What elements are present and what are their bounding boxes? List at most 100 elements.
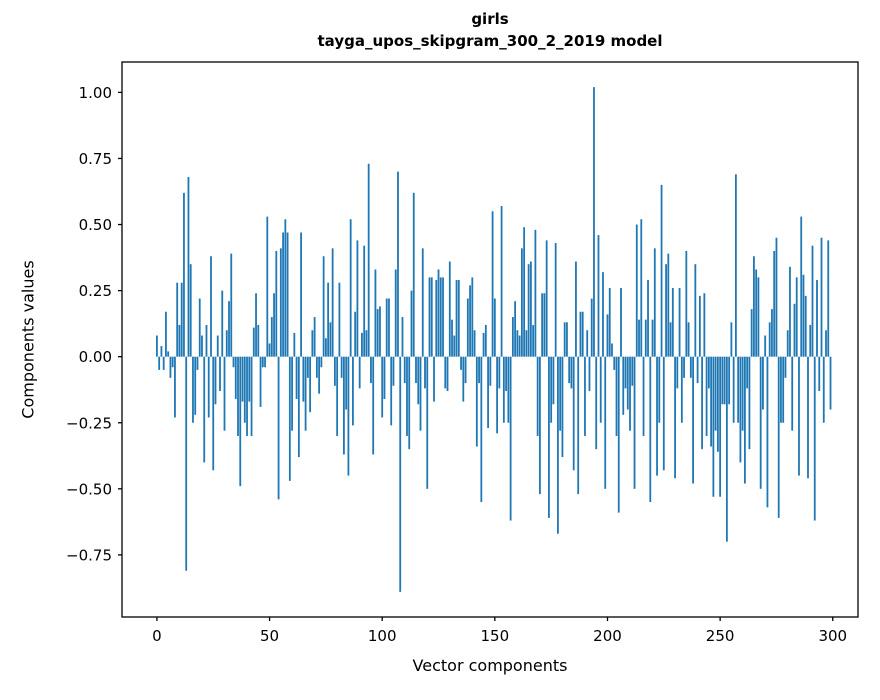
bar bbox=[525, 330, 528, 357]
bar bbox=[363, 245, 366, 357]
bar bbox=[635, 224, 638, 357]
bar bbox=[243, 356, 246, 423]
bar bbox=[818, 356, 821, 392]
bar bbox=[647, 280, 649, 357]
bar bbox=[421, 248, 424, 357]
bar bbox=[309, 356, 312, 413]
bar bbox=[685, 250, 688, 357]
bar bbox=[430, 277, 433, 357]
bar bbox=[257, 324, 260, 357]
bar bbox=[403, 356, 406, 384]
bar bbox=[279, 248, 282, 357]
bar bbox=[424, 356, 426, 389]
bar bbox=[748, 356, 751, 450]
bar bbox=[529, 261, 532, 357]
bar bbox=[437, 269, 440, 357]
bar bbox=[230, 253, 233, 357]
bar bbox=[744, 356, 746, 484]
bar bbox=[284, 219, 287, 357]
bar bbox=[768, 322, 771, 357]
bar bbox=[782, 356, 785, 423]
bar bbox=[554, 243, 557, 357]
bar bbox=[252, 327, 255, 357]
bar bbox=[658, 356, 661, 423]
bar bbox=[640, 219, 643, 357]
bar bbox=[669, 322, 672, 357]
y-axis-label: Components values bbox=[18, 260, 38, 419]
y-tick-label: 0.50 bbox=[79, 216, 112, 234]
bar bbox=[822, 356, 825, 423]
bar bbox=[662, 356, 665, 471]
bar bbox=[234, 356, 237, 399]
bar bbox=[795, 277, 798, 357]
y-tick-label: 1.00 bbox=[79, 84, 112, 102]
bar bbox=[435, 280, 438, 357]
bar bbox=[712, 356, 715, 497]
bar bbox=[214, 356, 217, 405]
bar bbox=[789, 266, 791, 357]
bar bbox=[696, 356, 699, 384]
bar bbox=[550, 356, 553, 423]
bar bbox=[613, 356, 616, 370]
bar bbox=[304, 356, 307, 431]
bar bbox=[680, 356, 683, 423]
bar bbox=[268, 343, 271, 357]
bar bbox=[261, 356, 264, 368]
bar bbox=[313, 317, 316, 357]
bar bbox=[649, 356, 652, 503]
bar bbox=[473, 330, 476, 357]
bar bbox=[784, 356, 787, 378]
bar bbox=[527, 264, 530, 357]
bar bbox=[804, 295, 807, 357]
bar bbox=[759, 356, 762, 489]
bar bbox=[349, 219, 352, 357]
bar bbox=[541, 293, 544, 357]
bar bbox=[568, 356, 571, 384]
bar bbox=[183, 192, 185, 357]
bar bbox=[210, 256, 212, 357]
bar bbox=[665, 264, 667, 357]
bar bbox=[367, 163, 370, 357]
bar bbox=[626, 356, 629, 410]
bar bbox=[212, 356, 215, 471]
bar bbox=[597, 235, 600, 357]
bar bbox=[390, 356, 393, 426]
bar bbox=[728, 356, 731, 405]
bar bbox=[406, 356, 408, 436]
bar bbox=[324, 338, 327, 357]
bar bbox=[566, 322, 568, 357]
bar bbox=[809, 324, 812, 357]
bar bbox=[536, 356, 539, 436]
bar bbox=[644, 319, 647, 357]
bar bbox=[338, 282, 341, 357]
x-tick-label: 250 bbox=[706, 627, 735, 645]
bar bbox=[716, 356, 719, 452]
bar bbox=[811, 245, 814, 357]
bar bbox=[448, 261, 451, 357]
y-axis-ticks: 1.00 0.75 0.50 0.25 0.00 −0.25 −0.50 −0.75 bbox=[66, 84, 122, 564]
bar bbox=[590, 298, 593, 357]
bar bbox=[802, 274, 805, 357]
bar bbox=[239, 356, 242, 487]
bar bbox=[502, 356, 505, 423]
bar bbox=[203, 356, 206, 463]
bar bbox=[615, 356, 618, 436]
bar bbox=[629, 356, 631, 431]
chart-title: girls bbox=[471, 10, 509, 28]
bar bbox=[732, 356, 735, 423]
bar bbox=[381, 356, 384, 418]
bar bbox=[689, 356, 692, 378]
bar bbox=[192, 356, 194, 423]
bar bbox=[401, 317, 404, 357]
bar bbox=[277, 356, 280, 500]
bar bbox=[225, 330, 228, 357]
bar bbox=[300, 232, 302, 357]
bar bbox=[394, 269, 397, 357]
bar bbox=[460, 356, 462, 370]
bar bbox=[374, 269, 377, 357]
bar bbox=[466, 298, 469, 357]
bar bbox=[288, 356, 291, 481]
bar bbox=[219, 356, 221, 392]
bar bbox=[620, 287, 622, 357]
y-tick-label: −0.75 bbox=[66, 546, 112, 564]
